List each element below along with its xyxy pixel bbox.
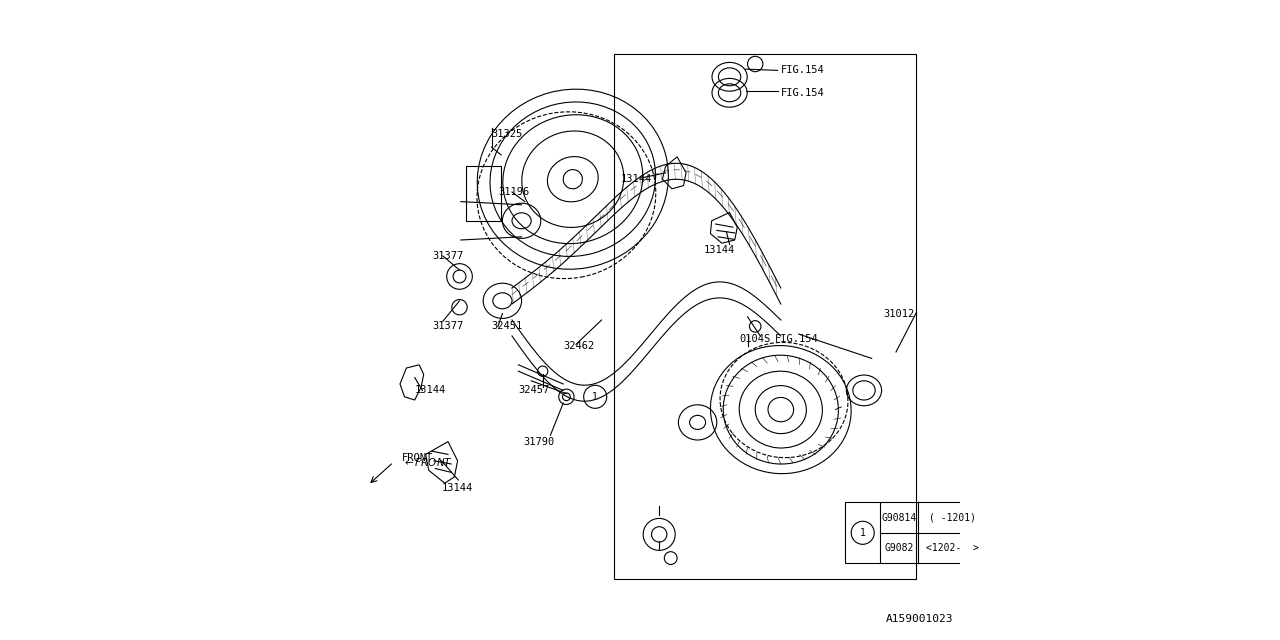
Text: FIG.154: FIG.154 <box>774 334 818 344</box>
Text: 31377: 31377 <box>433 251 463 261</box>
Text: 32462: 32462 <box>563 340 594 351</box>
Text: 13144: 13144 <box>704 244 735 255</box>
Text: 13144: 13144 <box>621 174 652 184</box>
Text: 31012: 31012 <box>883 308 914 319</box>
Bar <box>614 54 916 579</box>
Text: FRONT: FRONT <box>402 452 433 463</box>
Text: 0104S: 0104S <box>740 334 771 344</box>
Text: <1202-  >: <1202- > <box>925 543 979 553</box>
Text: 1: 1 <box>860 528 865 538</box>
Text: 32457: 32457 <box>518 385 549 396</box>
Text: A159001023: A159001023 <box>886 614 954 624</box>
Bar <box>466 166 502 221</box>
Text: 31325: 31325 <box>492 129 522 140</box>
Text: ( -1201): ( -1201) <box>929 513 975 523</box>
Text: G90814: G90814 <box>882 513 916 523</box>
Text: 31377: 31377 <box>433 321 463 332</box>
Bar <box>845 502 986 563</box>
Text: 32451: 32451 <box>492 321 522 332</box>
Text: 1: 1 <box>593 392 598 402</box>
Text: FIG.154: FIG.154 <box>781 65 824 76</box>
Text: $\leftarrow$FRONT: $\leftarrow$FRONT <box>402 456 453 468</box>
Text: 13144: 13144 <box>442 483 472 493</box>
Text: 31790: 31790 <box>524 436 554 447</box>
Text: FIG.154: FIG.154 <box>781 88 824 98</box>
Text: G9082: G9082 <box>884 543 914 553</box>
Text: 13144: 13144 <box>415 385 445 396</box>
Text: 31196: 31196 <box>498 187 529 197</box>
